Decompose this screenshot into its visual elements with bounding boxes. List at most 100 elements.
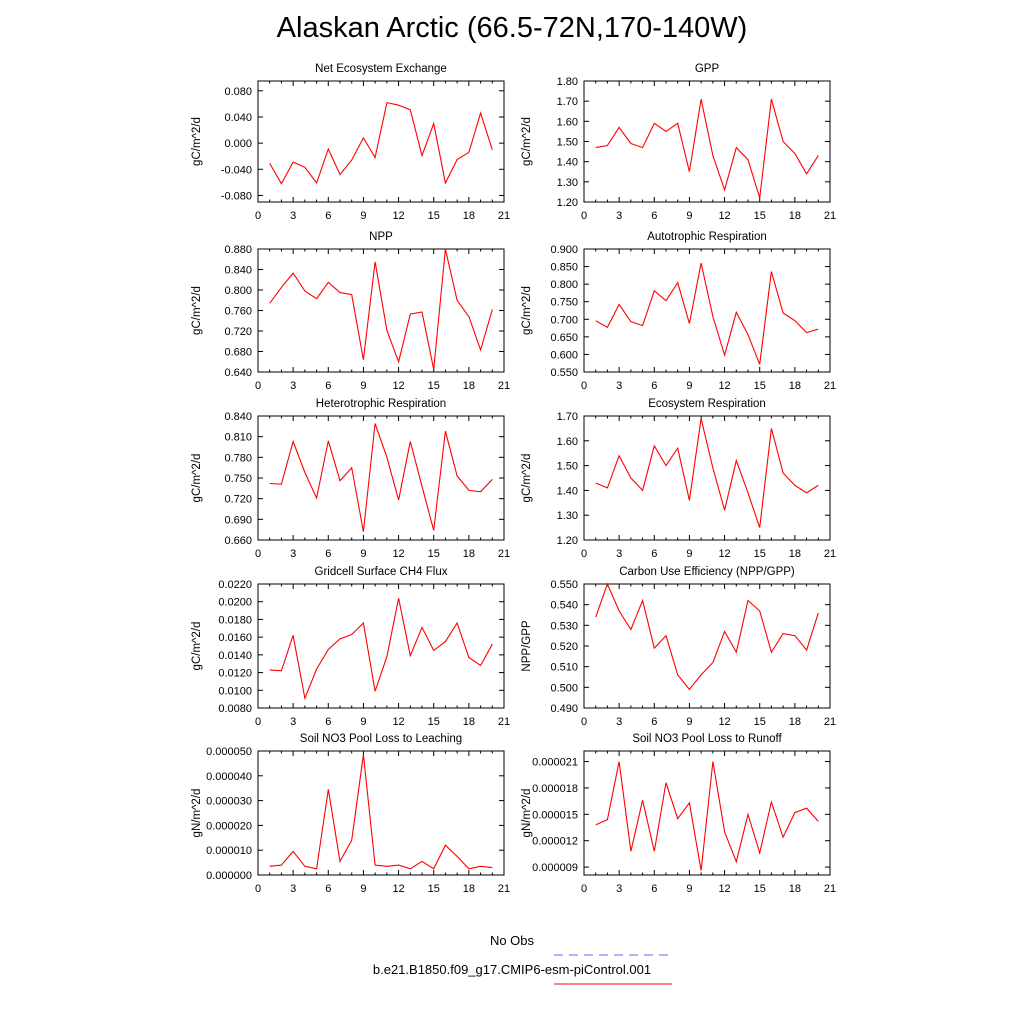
x-tick-label: 0 (255, 548, 261, 560)
series-line-0 (595, 262, 819, 365)
y-tick-label: 0.000030 (206, 796, 252, 808)
panel-0: 0 3 6 9 12 15 18 21 -0.080 -0.040 0.000 0.040 0.080 N… (191, 63, 510, 222)
x-tick-label: 9 (360, 548, 366, 560)
y-tick-label: 0.780 (224, 452, 252, 464)
panel-5: 0 3 6 9 12 15 18 21 1.20 1.30 1.40 1.50 1.60 1.70 Ecos… (521, 398, 836, 560)
y-tick-label: 0.000018 (532, 783, 578, 795)
y-tick-label: 0.000040 (206, 771, 252, 783)
y-tick-label: 0.880 (224, 244, 252, 256)
x-tick-label: 15 (428, 380, 440, 392)
y-axis-label: gC/m^2/d (191, 286, 203, 335)
x-tick-label: 18 (463, 883, 475, 895)
x-tick-label: 18 (789, 380, 801, 392)
y-tick-label: 0.840 (224, 411, 252, 423)
panel-title: Ecosystem Respiration (648, 398, 766, 410)
legend-model-label: b.e21.B1850.f09_g17.CMIP6-esm-piControl.… (372, 962, 652, 977)
x-tick-label: 12 (392, 380, 404, 392)
series-line-0 (595, 761, 819, 871)
y-tick-label: 1.20 (557, 197, 578, 209)
x-tick-label: 21 (498, 716, 510, 728)
x-tick-label: 21 (824, 380, 836, 392)
series-line-0 (595, 582, 819, 691)
y-axis-label: gC/m^2/d (191, 622, 203, 671)
x-tick-label: 15 (754, 548, 766, 560)
y-axis-label: NPP/GPP (521, 620, 533, 671)
plot-frame (583, 248, 831, 373)
y-tick-label: 0.800 (224, 285, 252, 297)
x-tick-label: 12 (718, 548, 730, 560)
x-tick-label: 18 (463, 548, 475, 560)
y-tick-label: 1.70 (557, 411, 578, 423)
y-tick-label: -0.080 (221, 190, 252, 202)
x-tick-label: 12 (392, 883, 404, 895)
y-tick-label: 0.000 (224, 138, 252, 150)
panel-6: 0 3 6 9 12 15 18 21 0.0080 0.0100 0.0120 0.0140 0.01… (191, 566, 510, 728)
plot-frame (257, 248, 505, 373)
panel-title: Soil NO3 Pool Loss to Leaching (300, 733, 462, 745)
x-tick-label: 9 (360, 716, 366, 728)
x-tick-label: 12 (718, 883, 730, 895)
panel-4: 0 3 6 9 12 15 18 21 0.660 0.690 0.720 0.750 0.780 0.8… (191, 398, 510, 560)
y-tick-label: 0.000009 (532, 862, 578, 874)
y-tick-label: 0.900 (550, 244, 578, 256)
y-axis-label: gC/m^2/d (521, 286, 533, 335)
y-tick-label: 0.0080 (218, 703, 252, 715)
y-tick-label: 0.040 (224, 112, 252, 124)
x-tick-label: 0 (255, 380, 261, 392)
y-tick-label: 0.0100 (218, 685, 252, 697)
x-tick-label: 3 (290, 548, 296, 560)
y-tick-label: 0.700 (550, 314, 578, 326)
panel-title: Soil NO3 Pool Loss to Runoff (632, 733, 782, 745)
x-tick-label: 12 (718, 380, 730, 392)
y-tick-label: 0.0220 (218, 579, 252, 591)
y-tick-label: 0.850 (550, 262, 578, 274)
x-tick-label: 0 (581, 210, 587, 222)
y-tick-label: 0.000000 (206, 870, 252, 882)
x-tick-label: 15 (754, 716, 766, 728)
x-tick-label: 3 (290, 716, 296, 728)
y-tick-label: 1.80 (557, 76, 578, 88)
x-tick-label: 15 (754, 380, 766, 392)
x-tick-label: 9 (686, 548, 692, 560)
series-line-0 (269, 754, 493, 870)
x-tick-label: 15 (428, 883, 440, 895)
y-tick-label: 0.0200 (218, 597, 252, 609)
panel-3: 0 3 6 9 12 15 18 21 0.550 0.600 0.650 0.700 0.750 0.8… (521, 231, 836, 392)
plot-frame (257, 80, 505, 203)
y-tick-label: 0.490 (550, 703, 578, 715)
y-tick-label: 0.0180 (218, 614, 252, 626)
y-tick-label: 0.000010 (206, 845, 252, 857)
y-tick-label: -0.040 (221, 164, 252, 176)
x-tick-label: 21 (824, 716, 836, 728)
x-tick-label: 12 (392, 210, 404, 222)
x-tick-label: 12 (392, 548, 404, 560)
series-line-0 (595, 99, 819, 199)
y-tick-label: 0.840 (224, 265, 252, 277)
y-tick-label: 0.600 (550, 349, 578, 361)
x-tick-label: 6 (651, 716, 657, 728)
y-tick-label: 0.540 (550, 600, 578, 612)
y-tick-label: 0.760 (224, 306, 252, 318)
x-tick-label: 18 (789, 210, 801, 222)
y-tick-label: 1.20 (557, 535, 578, 547)
series-line-0 (269, 423, 493, 532)
x-tick-label: 0 (255, 210, 261, 222)
x-tick-label: 21 (498, 380, 510, 392)
x-tick-label: 15 (428, 548, 440, 560)
y-tick-label: 1.60 (557, 116, 578, 128)
y-tick-label: 0.550 (550, 367, 578, 379)
x-tick-label: 15 (428, 716, 440, 728)
x-tick-label: 6 (651, 210, 657, 222)
x-tick-label: 21 (498, 548, 510, 560)
x-tick-label: 0 (581, 883, 587, 895)
x-tick-label: 21 (824, 883, 836, 895)
y-tick-label: 1.60 (557, 436, 578, 448)
y-axis-label: gC/m^2/d (191, 117, 203, 166)
y-axis-label: gC/m^2/d (191, 454, 203, 503)
y-tick-label: 1.50 (557, 461, 578, 473)
panel-7: 0 3 6 9 12 15 18 21 0.490 0.500 0.510 0.520 0.530 0.5… (521, 566, 836, 728)
x-tick-label: 3 (616, 883, 622, 895)
x-tick-label: 18 (789, 548, 801, 560)
x-tick-label: 0 (255, 716, 261, 728)
legend-obs-label: No Obs (489, 933, 535, 948)
